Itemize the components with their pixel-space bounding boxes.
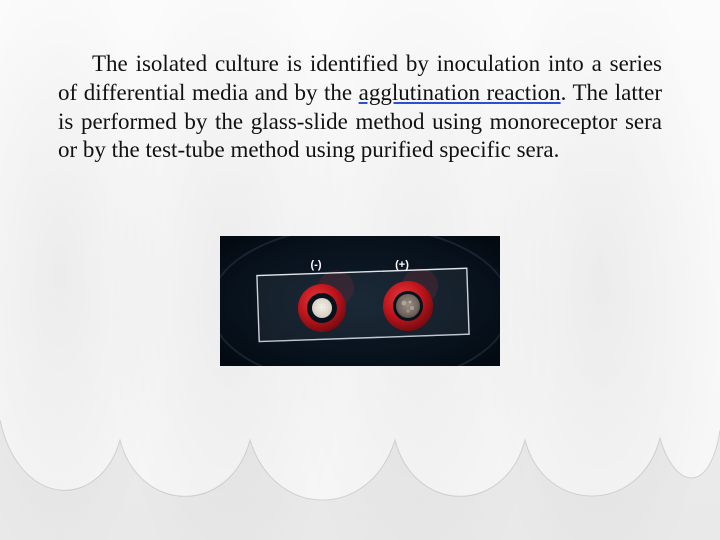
body-paragraph: The isolated culture is identified by in… <box>58 50 662 165</box>
well-negative <box>298 284 346 332</box>
well-positive <box>383 281 433 331</box>
agglutination-figure: (-) (+) <box>220 236 500 366</box>
agglutination-link[interactable]: agglutination reaction <box>359 80 561 105</box>
label-negative: (-) <box>311 259 322 271</box>
slide: The isolated culture is identified by in… <box>0 0 720 540</box>
label-positive: (+) <box>395 259 409 271</box>
curtain-bottom-scallop <box>0 420 720 540</box>
